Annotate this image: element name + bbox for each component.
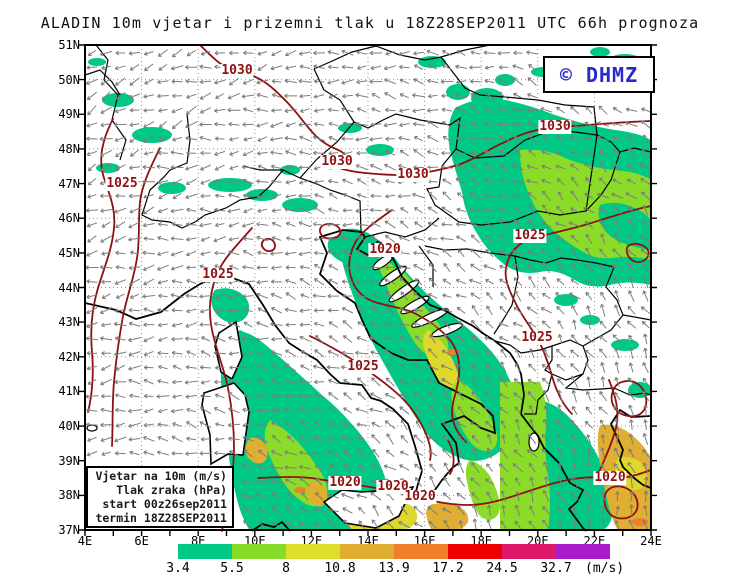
coastlines-and-borders (84, 44, 652, 532)
legend-color-segment (448, 544, 502, 559)
lat-tick-label: 38N (58, 488, 80, 503)
lon-tick-label: 24E (640, 534, 662, 548)
map-frame (79, 44, 657, 536)
island (388, 279, 420, 303)
lat-tick-label: 43N (58, 315, 80, 330)
legend-color-segment (286, 544, 340, 559)
info-line: termin 18Z28SEP2011 (95, 511, 227, 525)
info-line: Tlak zraka (hPa) (116, 483, 227, 497)
legend-color-segment (556, 544, 610, 559)
dhmz-logo-text: © DHMZ (559, 62, 639, 87)
sardinia (201, 382, 250, 466)
pressure-contour-label: 1020 (368, 242, 402, 257)
lat-tick-label: 42N (58, 349, 80, 364)
pressure-contour-label: 1025 (513, 228, 547, 243)
lat-tick-label: 50N (58, 72, 80, 87)
legend-value: 32.7 (540, 561, 572, 576)
lat-tick-label: 37N (58, 523, 80, 537)
coast-aegean (609, 408, 652, 489)
page-title: ALADIN 10m vjetar i prizemni tlak u 18Z2… (40, 14, 700, 32)
legend-color-segment (394, 544, 448, 559)
legend-value: 5.5 (220, 561, 244, 576)
legend-info-box: Vjetar na 10m (m/s) Tlak zraka (hPa) sta… (86, 466, 234, 528)
info-line: start 00z26sep2011 (102, 497, 227, 511)
lat-tick-label: 47N (58, 176, 80, 191)
pressure-contour-label: 1030 (396, 167, 430, 182)
legend-color-segment (178, 544, 232, 559)
legend-color-segment (232, 544, 286, 559)
lat-tick-label: 39N (58, 453, 80, 468)
lat-tick-label: 46N (58, 211, 80, 226)
legend-color-segment (502, 544, 556, 559)
legend-value: 3.4 (166, 561, 190, 576)
dhmz-logo: © DHMZ (543, 56, 655, 93)
lat-tick-label: 40N (58, 419, 80, 434)
lon-tick-label: 4E (77, 534, 93, 548)
island (411, 308, 449, 328)
lat-tick-label: 49N (58, 107, 80, 122)
legend-unit: (m/s) (585, 561, 625, 576)
pressure-contour-label: 1025 (346, 359, 380, 374)
pressure-contour-label: 1030 (320, 154, 354, 169)
pressure-contour-label: 1020 (593, 470, 627, 485)
legend-value: 13.9 (378, 561, 410, 576)
legend-color-segment (340, 544, 394, 559)
pressure-contour-label: 1030 (220, 63, 254, 78)
coast-tunisia (251, 520, 291, 532)
pressure-contour-label: 1020 (376, 479, 410, 494)
lat-tick-label: 48N (58, 141, 80, 156)
pressure-contour-label: 1025 (105, 176, 139, 191)
legend-value: 10.8 (324, 561, 356, 576)
lon-tick-label: 6E (134, 534, 149, 548)
lat-tick-label: 44N (58, 280, 80, 295)
legend-value: 8 (282, 561, 290, 576)
pressure-contour-label: 1030 (538, 119, 572, 134)
pressure-contour-label: 1020 (403, 489, 437, 504)
lat-tick-label: 41N (58, 384, 80, 399)
legend-value: 17.2 (432, 561, 464, 576)
lat-tick-label: 51N (58, 38, 80, 52)
pressure-contour-label: 1025 (520, 330, 554, 345)
lat-tick-label: 45N (58, 245, 80, 260)
pressure-contour-label: 1020 (328, 475, 362, 490)
wind-speed-shading (88, 47, 652, 532)
legend-value: 24.5 (486, 561, 518, 576)
info-line: Vjetar na 10m (m/s) (95, 469, 227, 483)
pressure-contour-label: 1025 (201, 267, 235, 282)
